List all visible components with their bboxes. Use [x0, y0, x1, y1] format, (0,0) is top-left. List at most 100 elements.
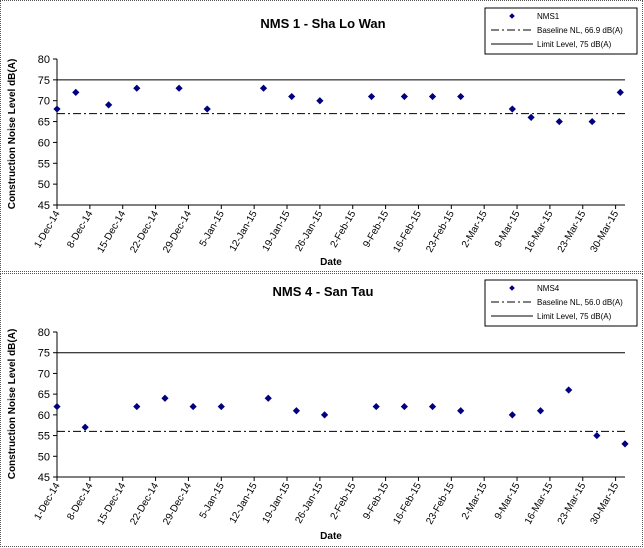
data-point [81, 423, 89, 431]
y-tick-label: 55 [38, 158, 50, 170]
x-tick-label: 2-Mar-15 [460, 481, 490, 522]
data-point [367, 92, 376, 101]
x-tick-label: 22-Dec-14 [128, 209, 161, 255]
data-point [316, 97, 324, 105]
x-tick-label: 26-Jan-15 [293, 209, 325, 254]
legend-label: NMS4 [537, 284, 560, 293]
data-point [372, 402, 380, 411]
data-point [621, 440, 629, 448]
data-point [527, 113, 535, 121]
x-tick-label: 2-Mar-15 [460, 209, 490, 250]
data-point [217, 402, 225, 411]
legend-marker [509, 13, 515, 19]
legend-marker [509, 285, 515, 291]
y-tick-label: 80 [38, 327, 50, 339]
y-axis-label: Construction Noise Level dB(A) [7, 59, 18, 210]
x-tick-label: 2-Feb-15 [329, 481, 359, 522]
chart-nms1: NMS 1 - Sha Lo Wan Date Construction Noi… [7, 7, 638, 268]
data-point [428, 92, 437, 101]
data-point [508, 105, 516, 113]
chart-panel-nms1: NMS 1 - Sha Lo Wan Date Construction Noi… [0, 0, 643, 272]
y-tick-label: 70 [38, 368, 50, 380]
x-tick-label: 23-Feb-15 [424, 209, 457, 255]
x-tick-label: 8-Dec-14 [65, 481, 95, 522]
x-tick-label: 9-Mar-15 [493, 209, 523, 250]
x-tick-label: 1-Dec-14 [33, 209, 63, 250]
data-point [428, 402, 437, 411]
plot-area: 45 50 55 60 65 70 75 80 1-Dec-14 8-Dec-14 15-Dec-1… [33, 327, 629, 527]
x-tick-label: 9-Mar-15 [493, 481, 523, 522]
x-tick-label: 23-Mar-15 [556, 209, 589, 255]
data-point [264, 394, 272, 402]
data-point [588, 117, 596, 126]
y-tick-label: 60 [38, 137, 50, 149]
x-axis-label: Date [320, 531, 342, 542]
x-tick-label: 1-Dec-14 [33, 481, 63, 522]
y-axis-label: Construction Noise Level dB(A) [7, 329, 18, 480]
chart-nms4: NMS 4 - San Tau Date Construction Noise … [7, 279, 638, 542]
chart-title: NMS 1 - Sha Lo Wan [260, 16, 385, 31]
legend: NMS4 Baseline NL, 56.0 dB(A) Limit Level, … [484, 279, 638, 327]
x-tick-label: 8-Dec-14 [65, 209, 95, 250]
y-tick-label: 65 [38, 117, 50, 129]
x-tick-label: 5-Jan-15 [198, 481, 227, 521]
x-tick-label: 30-Mar-15 [589, 209, 622, 255]
data-point [400, 402, 408, 411]
y-tick-label: 70 [38, 96, 50, 108]
x-tick-label: 12-Jan-15 [228, 209, 260, 254]
legend-label: Limit Level, 75 dB(A) [537, 312, 612, 321]
x-tick-label: 16-Feb-15 [391, 481, 424, 527]
data-point [400, 92, 408, 101]
data-point [457, 92, 465, 101]
y-tick-label: 45 [38, 200, 50, 212]
data-point [53, 402, 61, 411]
data-point [288, 92, 296, 101]
x-tick-label: 19-Jan-15 [261, 209, 293, 254]
x-tick-label: 15-Dec-14 [95, 209, 128, 255]
legend-label: Baseline NL, 66.9 dB(A) [537, 26, 623, 35]
x-tick-label: 30-Mar-15 [589, 481, 622, 527]
x-tick-label: 2-Feb-15 [329, 209, 359, 250]
x-tick-label: 16-Mar-15 [523, 481, 556, 527]
data-point [593, 431, 601, 440]
y-tick-label: 80 [38, 54, 50, 66]
x-tick-label: 23-Mar-15 [556, 481, 589, 527]
x-axis-label: Date [320, 257, 342, 268]
data-point [203, 105, 211, 113]
y-tick-label: 60 [38, 410, 50, 422]
y-tick-label: 55 [38, 431, 50, 443]
data-point [53, 105, 61, 113]
y-tick-label: 75 [38, 348, 50, 360]
chart-panel-nms4: NMS 4 - San Tau Date Construction Noise … [0, 273, 643, 547]
chart-title: NMS 4 - San Tau [273, 284, 374, 299]
y-tick-label: 50 [38, 451, 50, 463]
x-tick-label: 16-Feb-15 [391, 209, 424, 255]
data-point [161, 394, 169, 402]
data-point [565, 386, 573, 394]
x-tick-label: 5-Jan-15 [198, 209, 227, 249]
data-point [105, 101, 113, 109]
legend-label: Limit Level, 75 dB(A) [537, 40, 612, 49]
x-tick-label: 15-Dec-14 [95, 481, 128, 527]
x-tick-label: 16-Mar-15 [523, 209, 556, 255]
data-point [616, 88, 624, 96]
data-point [259, 84, 268, 92]
data-point [320, 411, 329, 419]
x-tick-label: 22-Dec-14 [128, 481, 161, 527]
x-tick-label: 9-Feb-15 [361, 209, 391, 250]
y-tick-label: 75 [38, 75, 50, 87]
data-point [555, 117, 563, 126]
y-tick-label: 50 [38, 179, 50, 191]
data-point [133, 84, 141, 92]
x-tick-label: 26-Jan-15 [293, 481, 325, 526]
y-tick-label: 65 [38, 389, 50, 401]
x-tick-label: 23-Feb-15 [424, 481, 457, 527]
data-point [175, 84, 183, 92]
x-tick-label: 19-Jan-15 [261, 481, 293, 526]
data-point [189, 402, 197, 411]
x-tick-label: 29-Dec-14 [161, 209, 194, 255]
data-point [72, 88, 80, 96]
data-point [133, 402, 141, 411]
data-point [292, 407, 301, 415]
x-tick-label: 29-Dec-14 [161, 481, 194, 527]
